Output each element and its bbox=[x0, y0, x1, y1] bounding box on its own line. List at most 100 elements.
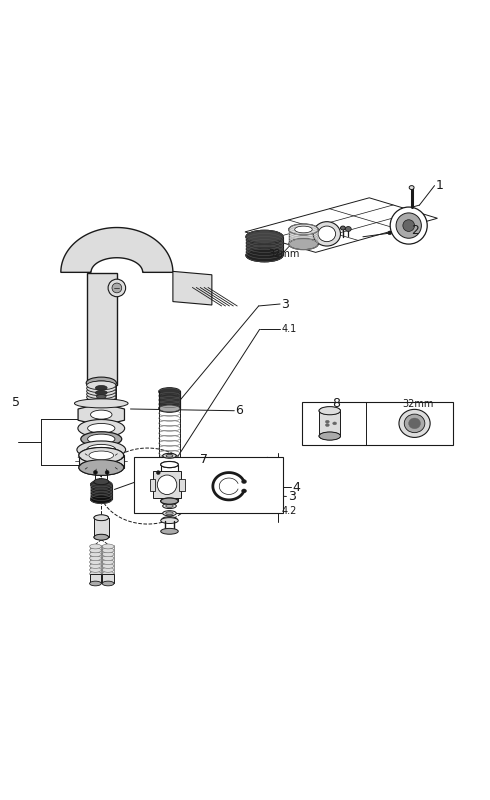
Ellipse shape bbox=[90, 548, 101, 553]
Ellipse shape bbox=[403, 220, 415, 231]
Ellipse shape bbox=[90, 563, 101, 568]
Ellipse shape bbox=[161, 498, 178, 504]
Ellipse shape bbox=[161, 528, 178, 534]
Bar bbox=[179, 479, 185, 490]
Ellipse shape bbox=[294, 226, 312, 233]
Ellipse shape bbox=[88, 423, 115, 433]
Ellipse shape bbox=[94, 470, 98, 474]
Polygon shape bbox=[61, 227, 173, 272]
Ellipse shape bbox=[94, 534, 109, 540]
Ellipse shape bbox=[165, 518, 174, 522]
Ellipse shape bbox=[102, 544, 114, 549]
Ellipse shape bbox=[89, 451, 114, 460]
Ellipse shape bbox=[289, 238, 318, 250]
Polygon shape bbox=[78, 403, 124, 426]
Ellipse shape bbox=[90, 571, 101, 576]
Bar bbox=[161, 465, 178, 501]
Ellipse shape bbox=[90, 560, 101, 565]
Ellipse shape bbox=[108, 279, 125, 297]
Ellipse shape bbox=[319, 407, 341, 414]
Text: 3: 3 bbox=[288, 490, 296, 503]
Ellipse shape bbox=[166, 505, 173, 507]
Ellipse shape bbox=[102, 552, 114, 557]
Ellipse shape bbox=[102, 567, 114, 572]
Ellipse shape bbox=[94, 515, 109, 520]
Ellipse shape bbox=[246, 230, 283, 243]
Text: 3: 3 bbox=[282, 298, 290, 310]
Bar bbox=[161, 477, 168, 488]
Ellipse shape bbox=[86, 377, 116, 389]
Text: 32mm: 32mm bbox=[269, 249, 300, 259]
Ellipse shape bbox=[79, 447, 123, 463]
Ellipse shape bbox=[97, 394, 106, 398]
Ellipse shape bbox=[161, 462, 178, 468]
Text: 5: 5 bbox=[12, 396, 20, 409]
Ellipse shape bbox=[90, 567, 101, 572]
Ellipse shape bbox=[74, 399, 128, 408]
Ellipse shape bbox=[156, 470, 160, 474]
Ellipse shape bbox=[77, 441, 125, 458]
Ellipse shape bbox=[161, 518, 178, 523]
Ellipse shape bbox=[102, 563, 114, 568]
Ellipse shape bbox=[404, 414, 425, 433]
Ellipse shape bbox=[161, 462, 178, 468]
Ellipse shape bbox=[159, 388, 180, 395]
Ellipse shape bbox=[88, 434, 115, 444]
Ellipse shape bbox=[409, 186, 414, 190]
Ellipse shape bbox=[90, 552, 101, 557]
Ellipse shape bbox=[161, 498, 178, 504]
Bar bbox=[246, 237, 283, 255]
Ellipse shape bbox=[319, 406, 341, 414]
Ellipse shape bbox=[289, 224, 318, 235]
Ellipse shape bbox=[87, 408, 116, 417]
Ellipse shape bbox=[319, 432, 341, 440]
Bar bbox=[87, 274, 117, 386]
Ellipse shape bbox=[94, 514, 109, 521]
Ellipse shape bbox=[390, 207, 427, 244]
Ellipse shape bbox=[388, 231, 392, 235]
Bar bbox=[319, 410, 341, 436]
Ellipse shape bbox=[246, 230, 283, 243]
Ellipse shape bbox=[87, 399, 116, 408]
Bar bbox=[159, 391, 180, 409]
Ellipse shape bbox=[399, 410, 430, 438]
Text: 4: 4 bbox=[292, 481, 300, 494]
Ellipse shape bbox=[163, 454, 176, 458]
Ellipse shape bbox=[96, 386, 107, 390]
Ellipse shape bbox=[91, 481, 112, 488]
Bar bbox=[94, 518, 109, 538]
Ellipse shape bbox=[102, 571, 114, 576]
Text: 4.2: 4.2 bbox=[282, 506, 297, 516]
Ellipse shape bbox=[163, 503, 176, 509]
Ellipse shape bbox=[409, 418, 420, 429]
Text: 7: 7 bbox=[200, 453, 208, 466]
Ellipse shape bbox=[87, 402, 116, 410]
Ellipse shape bbox=[242, 489, 246, 493]
Ellipse shape bbox=[79, 460, 123, 475]
Ellipse shape bbox=[91, 480, 112, 489]
Ellipse shape bbox=[166, 512, 173, 514]
Bar bbox=[134, 457, 283, 513]
Bar bbox=[149, 479, 155, 490]
Ellipse shape bbox=[78, 419, 124, 437]
Polygon shape bbox=[173, 271, 212, 305]
Ellipse shape bbox=[87, 384, 116, 393]
Ellipse shape bbox=[166, 454, 173, 458]
Ellipse shape bbox=[319, 432, 341, 440]
Ellipse shape bbox=[396, 213, 421, 238]
Ellipse shape bbox=[87, 393, 116, 402]
Ellipse shape bbox=[88, 381, 114, 390]
Ellipse shape bbox=[87, 444, 116, 455]
Ellipse shape bbox=[333, 422, 337, 425]
Ellipse shape bbox=[246, 249, 283, 262]
Ellipse shape bbox=[79, 460, 123, 475]
Ellipse shape bbox=[325, 424, 329, 426]
Ellipse shape bbox=[91, 495, 112, 503]
Text: 2: 2 bbox=[411, 224, 418, 237]
Ellipse shape bbox=[94, 478, 109, 485]
Text: 32mm: 32mm bbox=[403, 399, 434, 409]
Ellipse shape bbox=[90, 556, 101, 561]
Ellipse shape bbox=[102, 560, 114, 565]
Ellipse shape bbox=[90, 544, 101, 549]
Ellipse shape bbox=[81, 432, 122, 446]
